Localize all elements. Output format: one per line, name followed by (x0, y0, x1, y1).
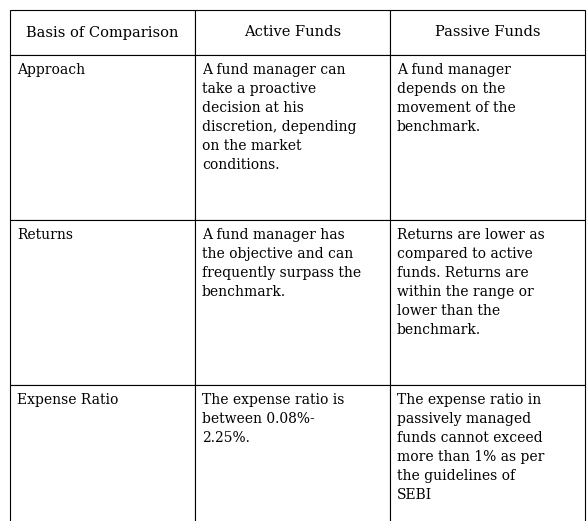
Bar (390, 10, 585, 55)
Text: A fund manager can
take a proactive
decision at his
discretion, depending
on the: A fund manager can take a proactive deci… (202, 63, 356, 172)
Text: A fund manager
depends on the
movement of the
benchmark.: A fund manager depends on the movement o… (397, 63, 516, 134)
Bar (10, 55, 195, 220)
Bar (10, 220, 195, 385)
Text: A fund manager has
the objective and can
frequently surpass the
benchmark.: A fund manager has the objective and can… (202, 228, 361, 299)
Bar (10, 385, 195, 521)
Text: Basis of Comparison: Basis of Comparison (26, 26, 179, 40)
Bar (195, 55, 390, 220)
Bar (390, 220, 585, 385)
Bar (195, 10, 390, 55)
Bar (195, 220, 390, 385)
Text: The expense ratio is
between 0.08%-
2.25%.: The expense ratio is between 0.08%- 2.25… (202, 393, 345, 445)
Text: Active Funds: Active Funds (244, 26, 341, 40)
Text: Returns are lower as
compared to active
funds. Returns are
within the range or
l: Returns are lower as compared to active … (397, 228, 544, 337)
Bar (390, 385, 585, 521)
Bar (390, 55, 585, 220)
Text: Approach: Approach (17, 63, 85, 77)
Text: Expense Ratio: Expense Ratio (17, 393, 118, 407)
Bar (10, 10, 195, 55)
Text: The expense ratio in
passively managed
funds cannot exceed
more than 1% as per
t: The expense ratio in passively managed f… (397, 393, 544, 502)
Text: Returns: Returns (17, 228, 73, 242)
Text: Passive Funds: Passive Funds (435, 26, 540, 40)
Bar (195, 385, 390, 521)
